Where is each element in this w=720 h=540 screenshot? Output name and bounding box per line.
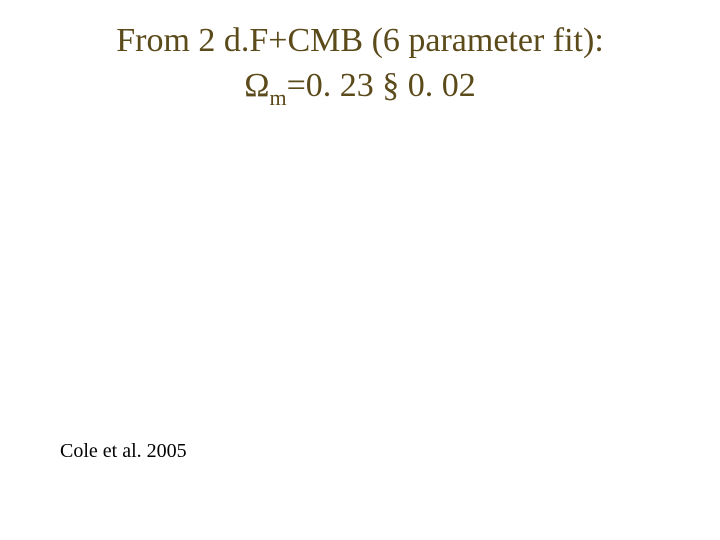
title-block: From 2 d.F+CMB (6 parameter fit): Ωm=0. … — [0, 20, 720, 110]
uncertainty-value: 0. 02 — [399, 67, 476, 104]
omega-symbol: Ω — [244, 67, 269, 104]
omega-subscript: m — [269, 85, 286, 110]
title-line-1: From 2 d.F+CMB (6 parameter fit): — [0, 20, 720, 63]
equals-value: =0. 23 — [287, 67, 383, 104]
citation-text: Cole et al. 2005 — [60, 440, 187, 463]
title-line-2: Ωm=0. 23 § 0. 02 — [0, 65, 720, 110]
section-symbol: § — [382, 67, 399, 104]
slide-container: From 2 d.F+CMB (6 parameter fit): Ωm=0. … — [0, 0, 720, 540]
